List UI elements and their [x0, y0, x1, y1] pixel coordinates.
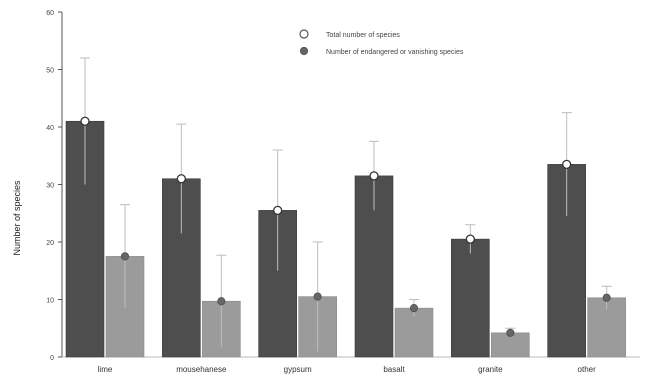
- axes: 0 10 20 30 40 50 60 lime mousehanese gypsum basalt…: [46, 10, 640, 374]
- x-tick-label: lime: [98, 365, 113, 374]
- y-tick-label: 60: [46, 10, 54, 17]
- legend-marker-endangered: [299, 46, 309, 56]
- y-tick-label: 30: [46, 183, 54, 190]
- mean-marker-total: [562, 159, 572, 170]
- y-tick-label: 0: [50, 355, 54, 362]
- x-tick-label: other: [578, 365, 597, 374]
- bar-total: [451, 238, 490, 358]
- mean-marker-total: [273, 205, 283, 216]
- error-bars: [80, 57, 612, 352]
- legend-label-total: Total number of species: [326, 32, 400, 39]
- mean-marker-total: [369, 171, 379, 181]
- y-tick-label: 40: [46, 125, 54, 132]
- mean-marker-total: [176, 174, 186, 184]
- mean-marker-endangered: [506, 328, 515, 337]
- mean-marker-endangered: [313, 292, 322, 301]
- x-tick-label: gypsum: [284, 365, 312, 374]
- mean-marker-endangered: [120, 252, 130, 261]
- x-tick-label: basalt: [383, 365, 405, 374]
- legend: Total number of species Number of endange…: [299, 29, 464, 56]
- mean-marker-total: [80, 116, 90, 126]
- y-tick-label: 50: [46, 68, 54, 75]
- y-axis-label: Number of species: [12, 180, 22, 256]
- mean-marker-endangered: [217, 297, 226, 306]
- x-tick-label: mousehanese: [176, 365, 227, 374]
- bars: [65, 120, 626, 358]
- legend-marker-total: [299, 29, 309, 39]
- legend-label-endangered: Number of endangered or vanishing specie…: [326, 49, 464, 56]
- mean-marker-total: [465, 234, 475, 244]
- y-tick-label: 20: [46, 240, 54, 247]
- mean-marker-endangered: [409, 304, 419, 313]
- bar-endangered: [587, 297, 626, 358]
- y-tick-label: 10: [46, 298, 54, 305]
- x-tick-label: granite: [478, 365, 503, 374]
- mean-marker-endangered: [602, 293, 611, 302]
- mean-markers: [80, 116, 611, 337]
